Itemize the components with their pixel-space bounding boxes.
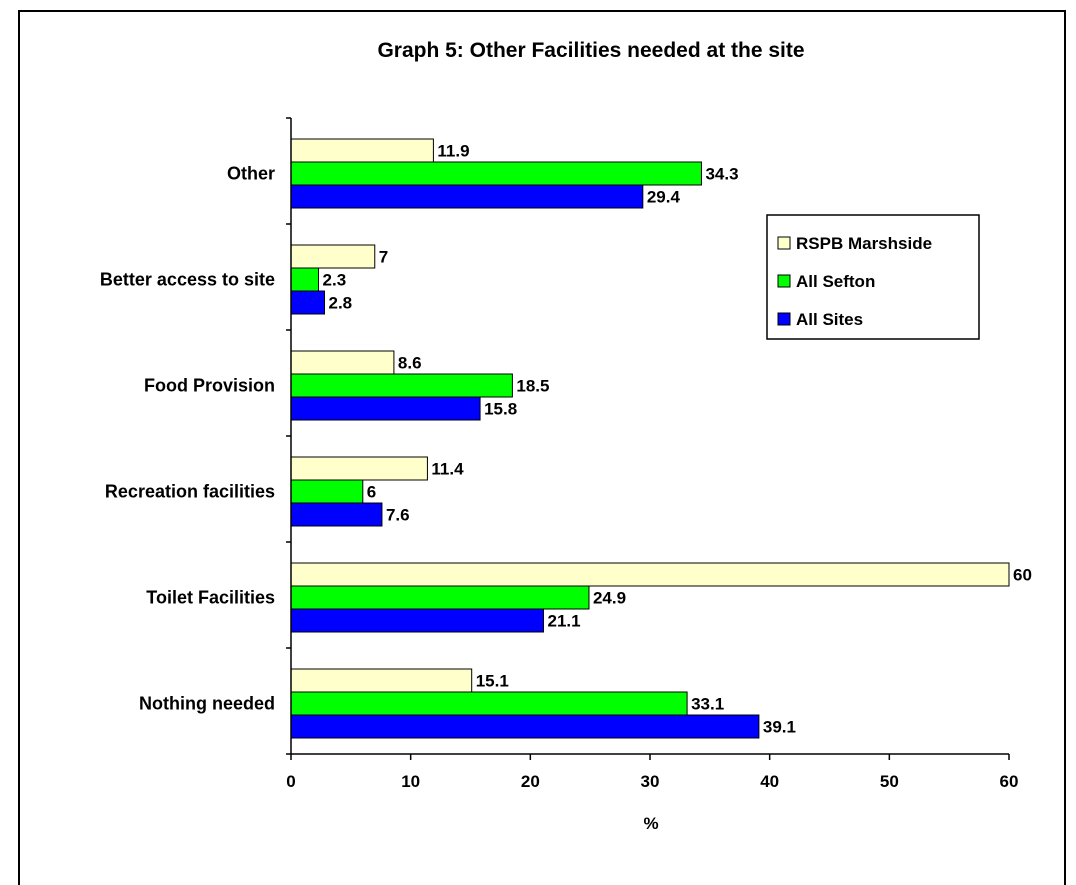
x-tick-label: 30 bbox=[641, 772, 660, 791]
bar-2-4 bbox=[290, 479, 364, 504]
x-axis-label: % bbox=[643, 814, 658, 833]
chart-title: Graph 5: Other Facilities needed at the … bbox=[377, 39, 804, 62]
x-tick-label: 0 bbox=[286, 772, 295, 791]
plot-area: 11.9 34.3 29.4 Other 7 2.3 2.8 Better access to… bbox=[100, 117, 1032, 791]
data-label: 11.9 bbox=[437, 142, 469, 161]
data-label: 6 bbox=[367, 483, 376, 502]
x-tick-label: 60 bbox=[1000, 772, 1019, 791]
x-tick-label: 20 bbox=[521, 772, 540, 791]
x-tick-label: 50 bbox=[880, 772, 899, 791]
data-label: 2.8 bbox=[329, 294, 353, 313]
legend-swatch bbox=[777, 312, 791, 326]
category-label: Toilet Facilities bbox=[146, 588, 275, 608]
category-label: Other bbox=[227, 164, 275, 184]
data-label: 21.1 bbox=[547, 612, 580, 631]
data-label: 24.9 bbox=[593, 589, 626, 608]
x-tick-label: 40 bbox=[760, 772, 779, 791]
bar-1-2 bbox=[290, 244, 376, 269]
legend-box bbox=[766, 214, 980, 340]
category-label: Nothing needed bbox=[139, 694, 275, 714]
legend-swatch bbox=[777, 274, 791, 288]
bar-1-4 bbox=[290, 456, 428, 481]
data-label: 39.1 bbox=[763, 718, 796, 737]
bar-1-1 bbox=[290, 138, 434, 163]
legend-entry: All Sefton bbox=[796, 272, 875, 291]
x-tick-label: 10 bbox=[401, 772, 420, 791]
bar-3-4 bbox=[290, 502, 383, 527]
legend: RSPB Marshside All Sefton All Sites bbox=[766, 214, 980, 340]
data-label: 7.6 bbox=[386, 506, 410, 525]
category-label: Better access to site bbox=[100, 270, 275, 290]
bar-3-2 bbox=[290, 290, 326, 315]
data-label: 15.1 bbox=[476, 672, 509, 691]
legend-swatch bbox=[777, 236, 791, 250]
chart: Graph 5: Other Facilities needed at the … bbox=[100, 39, 1032, 833]
bar-2-6 bbox=[290, 691, 688, 716]
data-label: 8.6 bbox=[398, 354, 422, 373]
bar-3-3 bbox=[290, 396, 481, 421]
data-label: 15.8 bbox=[484, 400, 517, 419]
data-label: 29.4 bbox=[647, 188, 681, 207]
data-label: 2.3 bbox=[323, 271, 347, 290]
bar-3-1 bbox=[290, 184, 644, 209]
bar-2-2 bbox=[290, 267, 320, 292]
legend-entry: RSPB Marshside bbox=[796, 234, 932, 253]
category-label: Food Provision bbox=[144, 376, 275, 396]
data-label: 7 bbox=[379, 248, 388, 267]
chart-frame: Graph 5: Other Facilities needed at the … bbox=[18, 10, 1066, 885]
bar-1-6 bbox=[290, 668, 473, 693]
category-label: Recreation facilities bbox=[105, 482, 275, 502]
bar-3-5 bbox=[290, 608, 544, 633]
legend-entry: All Sites bbox=[796, 310, 863, 329]
bar-2-5 bbox=[290, 585, 590, 610]
bar-1-5 bbox=[290, 562, 1010, 587]
data-label: 60 bbox=[1013, 566, 1032, 585]
bar-3-6 bbox=[290, 714, 760, 739]
bar-2-1 bbox=[290, 161, 702, 186]
data-label: 18.5 bbox=[516, 377, 549, 396]
data-label: 34.3 bbox=[705, 165, 738, 184]
data-label: 11.4 bbox=[431, 460, 464, 479]
bar-1-3 bbox=[290, 350, 395, 375]
bar-2-3 bbox=[290, 373, 513, 398]
data-label: 33.1 bbox=[691, 695, 724, 714]
